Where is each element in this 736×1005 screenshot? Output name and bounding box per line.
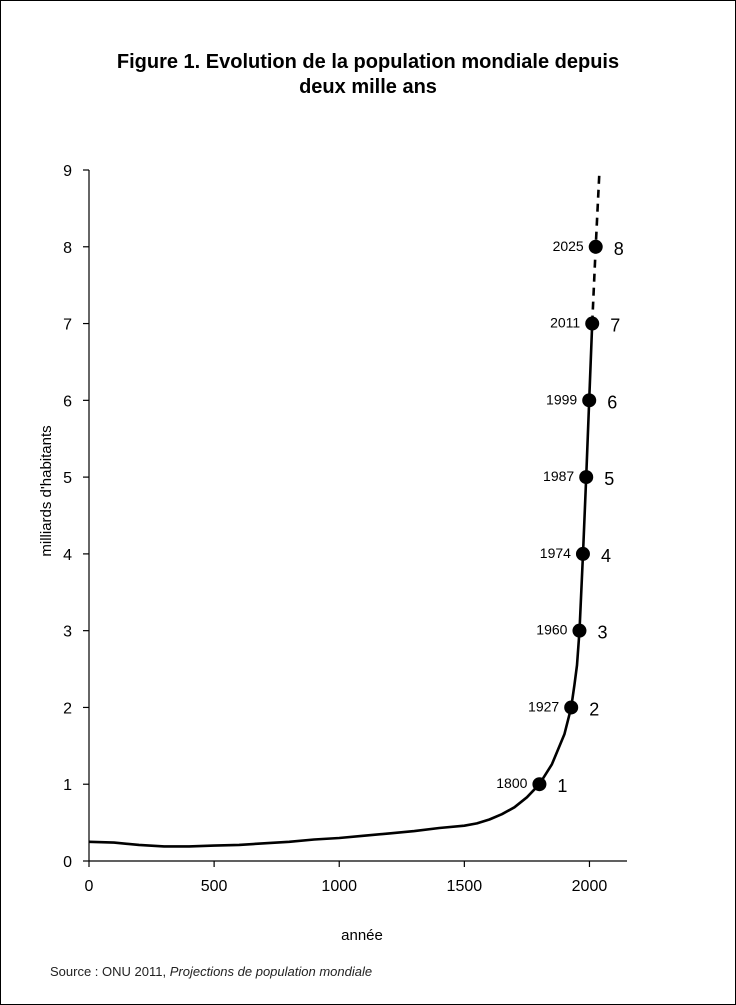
source-title: Projections de population mondiale — [169, 964, 373, 979]
y-tick-label: 7 — [63, 317, 72, 334]
y-tick-label: 1 — [63, 777, 72, 794]
milestone-marker — [564, 700, 579, 715]
milestone-year-label: 1800 — [496, 775, 527, 791]
milestone-value-label: 7 — [610, 316, 620, 336]
x-tick-label: 500 — [201, 878, 228, 895]
series-lines — [88, 169, 601, 848]
y-tick-label: 4 — [63, 547, 72, 564]
milestone-value-label: 1 — [557, 776, 567, 796]
milestone-year-label: 1999 — [546, 391, 577, 407]
milestone-points: 1800 1 1927 2 1960 3 1974 4 1987 5 1999 6 2011 7 2025 8 — [496, 238, 623, 796]
y-tick-label: 8 — [63, 240, 72, 257]
milestone-year-label: 2025 — [553, 238, 584, 254]
y-tick-label: 0 — [63, 854, 72, 871]
y-tick-label: 9 — [63, 163, 72, 180]
x-axis-title: année — [341, 927, 383, 944]
milestone-value-label: 5 — [604, 469, 614, 489]
milestone-year-label: 1927 — [528, 698, 559, 714]
chart-title-line-1: Figure 1. Evolution de la population mon… — [116, 51, 620, 73]
milestone-marker — [575, 546, 590, 561]
y-axis-title: milliards d'habitants — [38, 425, 55, 556]
source-prefix: Source : ONU 2011, — [50, 964, 170, 979]
source-note: Source : ONU 2011, Projections de popula… — [50, 964, 372, 979]
milestone-marker — [572, 623, 587, 638]
milestone-value-label: 8 — [614, 239, 624, 259]
x-tick-label: 1500 — [447, 878, 483, 895]
milestone-year-label: 1987 — [543, 468, 574, 484]
milestone-marker — [582, 393, 597, 408]
y-tick-label: 3 — [63, 624, 72, 641]
milestone-value-label: 6 — [607, 392, 617, 412]
milestone-marker — [588, 239, 603, 254]
milestone-marker — [532, 777, 547, 792]
axes: 0 1 2 3 4 5 6 7 8 9 0 500 1000 1500 2000 — [63, 163, 627, 895]
milestone-value-label: 2 — [589, 699, 599, 719]
milestone-marker — [585, 316, 600, 331]
x-tick-label: 0 — [85, 878, 94, 895]
y-tick-label: 5 — [63, 470, 72, 487]
population-line — [88, 323, 594, 848]
milestone-marker — [579, 470, 594, 485]
milestone-year-label: 1960 — [536, 622, 567, 638]
y-tick-label: 2 — [63, 700, 72, 717]
chart-title-line-2: deux mille ans — [299, 76, 437, 98]
milestone-value-label: 4 — [601, 546, 611, 566]
milestone-year-label: 2011 — [550, 315, 580, 331]
milestone-year-label: 1974 — [540, 545, 571, 561]
x-tick-label: 2000 — [572, 878, 608, 895]
x-tick-label: 1000 — [321, 878, 357, 895]
y-tick-label: 6 — [63, 393, 72, 410]
milestone-value-label: 3 — [597, 623, 607, 643]
